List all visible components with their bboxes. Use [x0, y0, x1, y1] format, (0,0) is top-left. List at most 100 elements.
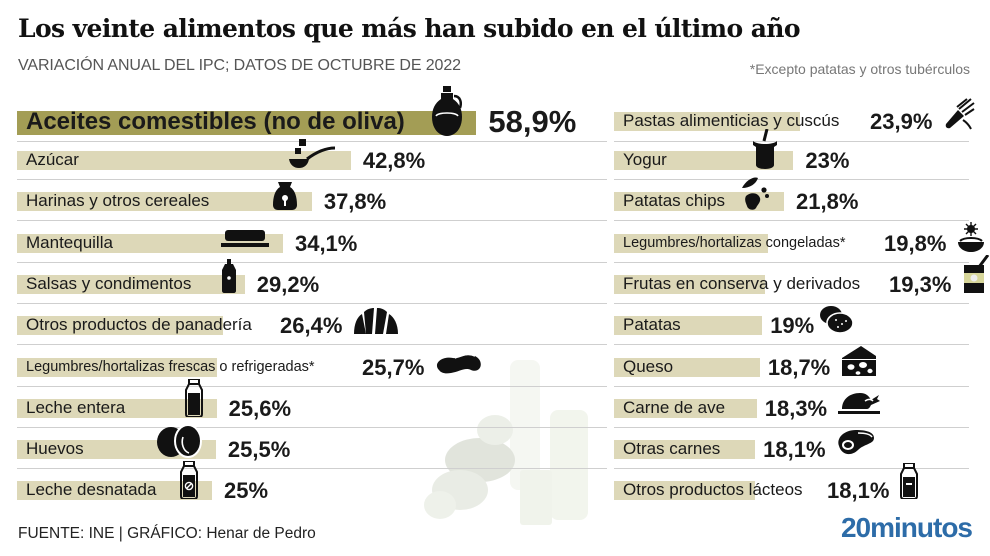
roast-chicken-icon — [837, 387, 880, 422]
bar — [614, 192, 785, 212]
category-label: Carne de ave — [623, 397, 726, 417]
chart-row: Patatas 19% — [614, 304, 969, 346]
chart-row: Azúcar 42,8% — [17, 139, 607, 180]
row-divider — [614, 344, 969, 346]
category-label: Aceites comestibles (no de oliva) — [26, 108, 405, 135]
chart-row: Legumbres/hortalizas frescas o refrigera… — [17, 346, 607, 387]
row-divider — [17, 302, 607, 304]
potatoes-icon — [818, 304, 854, 339]
eggs-icon — [156, 424, 202, 463]
bar — [17, 357, 218, 377]
row-divider — [17, 261, 607, 263]
bar — [17, 111, 477, 135]
row-divider — [614, 220, 969, 222]
value-label: 18,7% — [767, 354, 831, 380]
chart-row: Yogur 23% — [614, 128, 969, 180]
value-label: 19,3% — [889, 271, 952, 297]
value-label: 25,5% — [227, 437, 291, 463]
chart-row: Frutas en conserva y derivados 19,3% — [614, 253, 990, 304]
row-divider — [614, 468, 969, 470]
row-divider — [17, 220, 607, 222]
butter-dish-icon — [220, 228, 269, 257]
chart-title: Los veinte alimentos que más han subido … — [18, 14, 801, 43]
value-label: 18,1% — [763, 437, 826, 463]
category-label: Patatas chips — [623, 191, 726, 211]
category-label: Queso — [623, 356, 674, 376]
potato-chips-icon — [740, 176, 770, 215]
bar — [614, 151, 794, 170]
whole-milk-bottle-icon — [184, 377, 203, 422]
value-label: 18,1% — [827, 478, 890, 504]
bar — [614, 481, 756, 501]
skim-milk-bottle-icon — [180, 460, 198, 504]
category-label: Salsas y condimentos — [26, 273, 192, 293]
chart-row: Otros productos lácteos 18,1% — [614, 462, 969, 510]
category-label: Frutas en conserva y derivados — [623, 273, 861, 293]
chart-row: Aceites comestibles (no de oliva) 58,9% — [17, 86, 607, 142]
cheese-icon — [841, 345, 877, 381]
chart-row: Queso 18,7% — [614, 345, 969, 387]
bar — [17, 151, 351, 170]
value-label: 37,8% — [323, 189, 387, 215]
chart-row: Otros productos de panadería 26,4% — [17, 304, 607, 346]
value-label: 58,9% — [488, 104, 577, 139]
source-credit: FUENTE: INE | GRÁFICO: Henar de Pedro — [18, 525, 316, 542]
value-label: 29,2% — [256, 271, 320, 297]
value-label: 23% — [805, 148, 850, 173]
category-label: Mantequilla — [26, 232, 113, 252]
sugar-spoon-icon — [287, 139, 337, 174]
value-label: 21,8% — [796, 189, 859, 215]
chart-row: Huevos 25,5% — [17, 424, 607, 470]
category-label: Legumbres/hortalizas congeladas* — [623, 234, 846, 251]
bar — [614, 274, 765, 294]
value-label: 19,8% — [884, 230, 947, 256]
category-label: Harinas y otros cereales — [26, 191, 210, 211]
value-label: 25,7% — [362, 354, 425, 380]
category-label: Otras carnes — [623, 439, 721, 459]
category-label: Huevos — [26, 439, 84, 459]
category-label: Pastas alimenticias y cuscús — [623, 111, 840, 130]
bar — [17, 316, 223, 336]
category-label: Leche desnatada — [26, 480, 157, 500]
bar — [17, 233, 283, 253]
steak-icon — [836, 428, 876, 463]
value-label: 34,1% — [294, 230, 358, 256]
chart-row: Patatas chips 21,8% — [614, 177, 969, 222]
oil-jug-icon — [432, 86, 463, 141]
row-divider — [17, 468, 607, 470]
croissant-icon — [353, 308, 399, 339]
row-divider — [614, 141, 969, 142]
row-divider — [614, 179, 969, 180]
row-divider — [614, 385, 969, 387]
value-label: 18,3% — [764, 395, 828, 421]
yogurt-icon — [751, 128, 779, 174]
bar — [614, 357, 760, 377]
category-label: Leche entera — [26, 397, 126, 417]
chart-row: Otras carnes 18,1% — [614, 428, 969, 470]
bean-icon — [435, 350, 483, 381]
row-divider — [614, 302, 969, 304]
bar — [17, 481, 212, 501]
chart-row: Carne de ave 18,3% — [614, 387, 969, 428]
flour-sack-icon — [272, 180, 298, 215]
value-label: 23,9% — [870, 109, 933, 134]
bar — [17, 274, 245, 294]
row-divider — [17, 179, 607, 180]
category-label: Yogur — [623, 150, 667, 169]
chart-row: Harinas y otros cereales 37,8% — [17, 180, 607, 222]
category-label: Legumbres/hortalizas frescas o refrigera… — [26, 358, 315, 375]
chart-row: Leche desnatada 25% — [17, 460, 607, 510]
chart-row: Legumbres/hortalizas congeladas* 19,8% — [614, 221, 984, 263]
canned-fruit-icon — [962, 253, 990, 298]
bar — [17, 398, 217, 418]
pasta-icon — [943, 98, 975, 135]
value-label: 42,8% — [362, 148, 426, 173]
value-label: 19% — [770, 313, 815, 339]
sauce-bottle-icon — [221, 258, 237, 298]
chart-row: Mantequilla 34,1% — [17, 222, 607, 263]
chart-row: Salsas y condimentos 29,2% — [17, 258, 607, 304]
chart-subtitle: VARIACIÓN ANUAL DEL IPC; DATOS DE OCTUBR… — [18, 57, 461, 74]
dairy-bottle-icon — [900, 462, 918, 504]
row-divider — [614, 261, 969, 263]
bar — [614, 398, 757, 418]
